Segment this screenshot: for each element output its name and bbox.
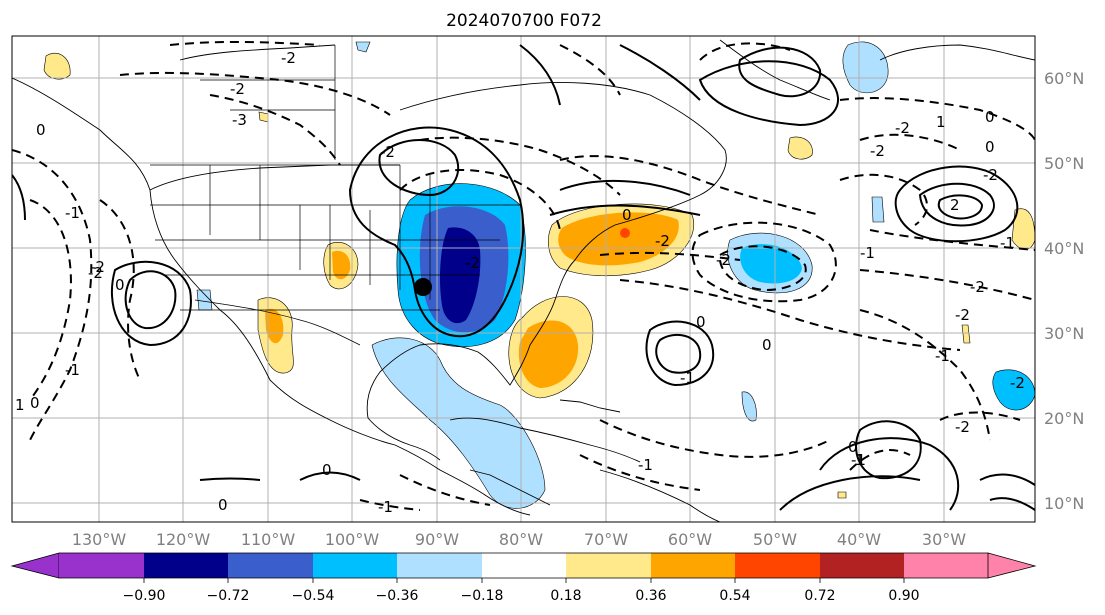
lon-label-60w: 60°W <box>668 530 712 549</box>
contour-label: -2 <box>983 166 998 184</box>
colorbar-label: 0.90 <box>888 588 919 604</box>
contour-label: -2 <box>955 418 970 436</box>
contour-label: 0 <box>36 121 46 139</box>
colorbar-label: −0.18 <box>461 588 504 604</box>
colorbar-ticks <box>143 578 905 583</box>
map-title: 2024070700 F072 <box>446 11 602 31</box>
lon-label-90w: 90°W <box>415 530 459 549</box>
lat-label-50n: 50°N <box>1044 154 1084 173</box>
contour-label: 0 <box>218 496 228 514</box>
contour-label: -2 <box>955 306 970 324</box>
contour-label: 0 <box>762 336 772 354</box>
colorbar-bin <box>397 553 482 578</box>
contour-label: -2 <box>230 80 245 98</box>
contour-label: 2 <box>950 196 960 214</box>
contour-label: -2 <box>88 264 103 282</box>
lon-label-50w: 50°W <box>753 530 797 549</box>
contour-labels: -2 -3 -2 0 -1 -2 0 -1 -2 -2 0 -2 -1 -1 -… <box>15 49 1025 516</box>
contour-label: 0 <box>985 138 995 156</box>
shaded-anomaly-fields <box>43 41 1035 509</box>
contour-label: 1 <box>855 451 865 469</box>
contour-label: -2 <box>281 49 296 67</box>
contour-label: 0 <box>622 206 632 224</box>
colorbar-bin <box>904 553 988 578</box>
colorbar-bin <box>482 553 566 578</box>
contour-label: -1 <box>1000 234 1015 252</box>
contour-label: -1 <box>860 244 875 262</box>
longitude-labels: 130°W 120°W 110°W 100°W 90°W 80°W 70°W 6… <box>72 530 966 549</box>
contour-label: -2 <box>380 143 395 161</box>
colorbar-bin <box>59 553 144 578</box>
lat-label-60n: 60°N <box>1044 69 1084 88</box>
contour-label: -1 <box>851 451 866 469</box>
contour-label: -2 <box>870 142 885 160</box>
colorbar-label: −0.72 <box>207 588 250 604</box>
contour-label: -2 <box>716 251 731 269</box>
contour-label: -2 <box>465 254 480 272</box>
colorbar-label: 0.18 <box>550 588 581 604</box>
contour-label: -2 <box>90 258 105 276</box>
lat-label-40n: 40°N <box>1044 239 1084 258</box>
lat-label-20n: 20°N <box>1044 409 1084 428</box>
colorbar-bin <box>820 553 904 578</box>
latitude-labels: 60°N 50°N 40°N 30°N 20°N 10°N <box>1044 69 1084 513</box>
colorbar: −0.90 −0.72 −0.54 −0.36 −0.18 0.18 0.36 … <box>10 552 1037 604</box>
contour-lines <box>12 40 1035 511</box>
colorbar-bin <box>144 553 228 578</box>
lon-label-30w: 30°W <box>922 530 966 549</box>
contour-label: 0 <box>115 276 125 294</box>
contour-label: -1 <box>935 347 950 365</box>
map-panel: -2 -3 -2 0 -1 -2 0 -1 -2 -2 0 -2 -1 -1 -… <box>12 36 1035 522</box>
colorbar-bin <box>313 553 397 578</box>
colorbar-labels: −0.90 −0.72 −0.54 −0.36 −0.18 0.18 0.36 … <box>123 588 920 604</box>
contour-label: 0 <box>30 394 40 412</box>
contour-label: -1 <box>65 204 80 222</box>
colorbar-extend-high <box>987 552 1037 579</box>
contour-label: 0 <box>985 108 995 126</box>
negative-anomaly-tongue <box>371 337 546 509</box>
colorbar-bin <box>651 553 735 578</box>
contour-label: -1 <box>680 369 695 387</box>
contour-label: -1 <box>638 456 653 474</box>
lon-label-100w: 100°W <box>325 530 380 549</box>
colorbar-label: −0.90 <box>123 588 166 604</box>
colorbar-extend-low <box>10 552 60 579</box>
contour-label: -2 <box>895 119 910 137</box>
contour-label: -2 <box>655 232 670 250</box>
lon-label-80w: 80°W <box>499 530 543 549</box>
contour-label: -2 <box>1010 374 1025 392</box>
contour-label: -3 <box>232 111 247 129</box>
contour-label: -2 <box>970 278 985 296</box>
colorbar-label: −0.54 <box>292 588 335 604</box>
lon-label-110w: 110°W <box>241 530 296 549</box>
lon-label-70w: 70°W <box>584 530 628 549</box>
lon-label-130w: 130°W <box>72 530 127 549</box>
lat-label-30n: 30°N <box>1044 324 1084 343</box>
contour-label: 1 <box>936 113 946 131</box>
coastlines <box>12 39 1035 522</box>
contour-label: 0 <box>322 461 332 479</box>
colorbar-bin <box>566 553 651 578</box>
graticule <box>12 36 1035 522</box>
colorbar-label: −0.36 <box>376 588 419 604</box>
contour-label: -1 <box>65 361 80 379</box>
colorbar-label: 0.72 <box>804 588 835 604</box>
colorbar-label: 0.54 <box>719 588 750 604</box>
contour-label: -1 <box>378 498 393 516</box>
contour-label: 1 <box>15 396 25 414</box>
map-frame <box>11 35 1036 523</box>
colorbar-bin <box>228 553 313 578</box>
location-marker <box>414 278 432 296</box>
colorbar-bin <box>735 553 820 578</box>
lon-label-120w: 120°W <box>156 530 211 549</box>
lat-label-10n: 10°N <box>1044 494 1084 513</box>
contour-label: 0 <box>696 313 706 331</box>
colorbar-label: 0.36 <box>635 588 666 604</box>
lon-label-40w: 40°W <box>837 530 881 549</box>
contour-label: 0 <box>848 438 858 456</box>
